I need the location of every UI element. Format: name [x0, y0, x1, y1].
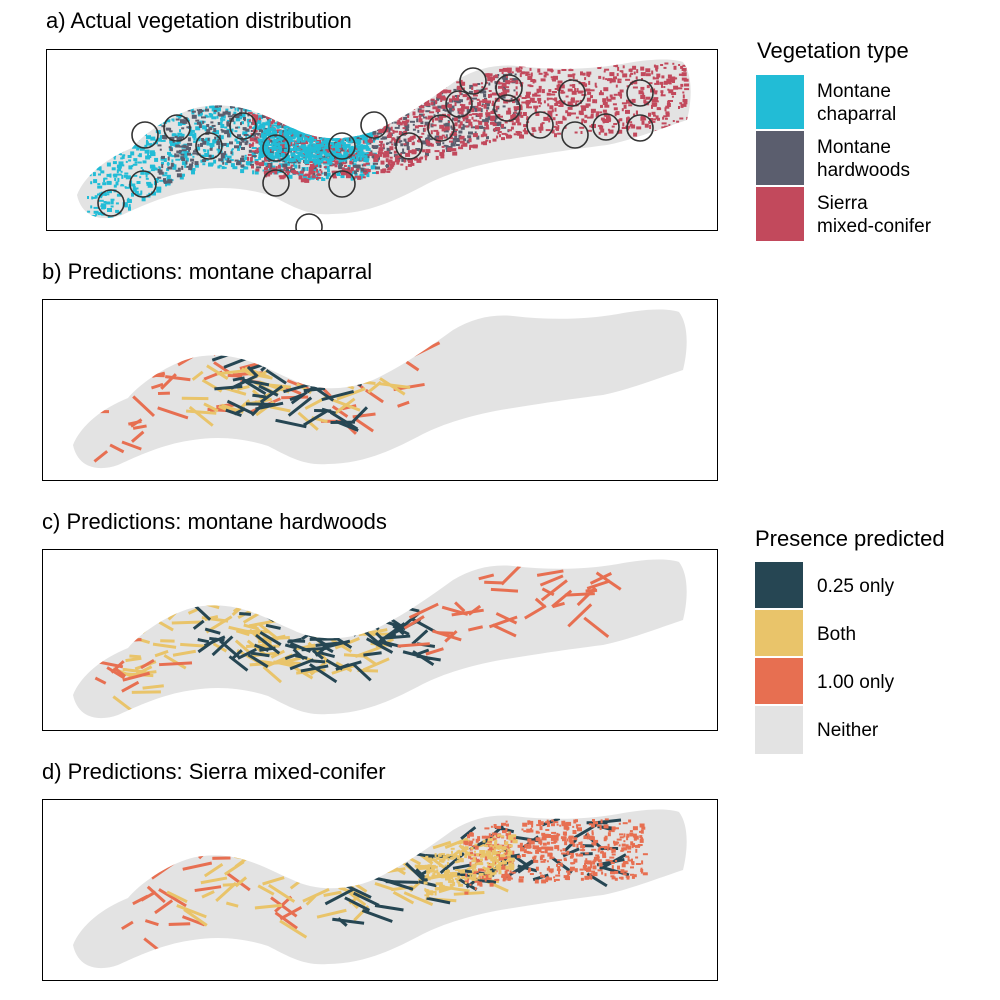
- sample-plot-circle: [427, 114, 455, 142]
- legend-swatch-neither: [755, 706, 803, 754]
- sample-plot-circle: [129, 170, 157, 198]
- pred-conifer-100-only-west: [121, 845, 303, 961]
- legend-label-100-only: 1.00 only: [817, 672, 895, 693]
- panel-c-title: c) Predictions: montane hardwoods: [42, 509, 387, 534]
- panel-b-title: b) Predictions: montane chaparral: [42, 259, 373, 284]
- study-region-d: [73, 809, 687, 969]
- map-a: [77, 59, 691, 230]
- legend-swatch-both: [755, 610, 803, 656]
- sample-plot-circle: [328, 132, 356, 160]
- map-group-d: [73, 809, 687, 969]
- map-group-a: [77, 59, 691, 230]
- study-region-b: [73, 309, 687, 469]
- map-c: [73, 559, 687, 719]
- vegetation-legend-title: Vegetation type: [757, 38, 909, 63]
- panel-a-title: a) Actual vegetation distribution: [46, 8, 352, 33]
- sample-plot-circle: [493, 94, 521, 122]
- panel-c-map: [42, 549, 718, 731]
- sample-plot-circle: [526, 111, 554, 139]
- sample-plot-circle: [360, 111, 388, 139]
- panel-a-map: [46, 49, 718, 231]
- legend-swatch-100-only: [755, 658, 803, 704]
- sample-plot-circle: [262, 169, 290, 197]
- sample-plot-circle: [395, 132, 423, 160]
- map-group-c: [73, 559, 687, 719]
- sample-plot-circle: [195, 132, 223, 160]
- sample-plot-circle: [626, 114, 654, 142]
- pred-conifer-both-core: [423, 831, 518, 898]
- sample-plot-circle: [295, 213, 323, 230]
- legend-label-montane-chaparral: Montane chaparral: [817, 81, 897, 125]
- map-d: [73, 809, 687, 969]
- legend-swatch-montane-chaparral: [756, 75, 804, 129]
- sample-plot-circle: [262, 134, 290, 162]
- map-b: [73, 309, 687, 469]
- legend-swatch-025-only: [755, 562, 803, 608]
- panel-b-map: [42, 299, 718, 481]
- sample-plot-circle: [328, 170, 356, 198]
- legend-label-neither: Neither: [817, 720, 879, 741]
- pred-hardwoods-100-only-east: [397, 564, 622, 656]
- map-group-b: [73, 309, 687, 469]
- legend-label-both: Both: [817, 624, 857, 645]
- study-region-c: [73, 559, 687, 719]
- legend-label-sierra-mixed-conifer: Sierra mixed-conifer: [817, 193, 932, 237]
- sample-plot-circle: [97, 189, 125, 217]
- legend-swatch-montane-hardwoods: [756, 131, 804, 185]
- sample-plot-circle: [561, 121, 589, 149]
- presence-legend-title: Presence predicted: [755, 526, 945, 551]
- legend-label-montane-hardwoods: Montane hardwoods: [817, 137, 910, 181]
- sample-plot-circle: [163, 114, 191, 142]
- pixel-layer-c: [92, 564, 622, 718]
- sample-plot-circle: [495, 74, 523, 102]
- legend-swatch-sierra-mixed-conifer: [756, 187, 804, 241]
- sample-plot-circle: [558, 79, 586, 107]
- legend-label-025-only: 0.25 only: [817, 576, 895, 597]
- sample-plot-circle: [445, 90, 473, 118]
- sample-plot-circle: [592, 113, 620, 141]
- sample-plot-circle: [626, 79, 654, 107]
- panel-d-map: [42, 799, 718, 981]
- sample-plot-circle: [131, 121, 159, 149]
- sample-plot-circle: [459, 67, 487, 95]
- sample-plot-circle: [229, 112, 257, 140]
- sample-plot-circles: [97, 67, 654, 230]
- panel-d-title: d) Predictions: Sierra mixed-conifer: [42, 759, 386, 784]
